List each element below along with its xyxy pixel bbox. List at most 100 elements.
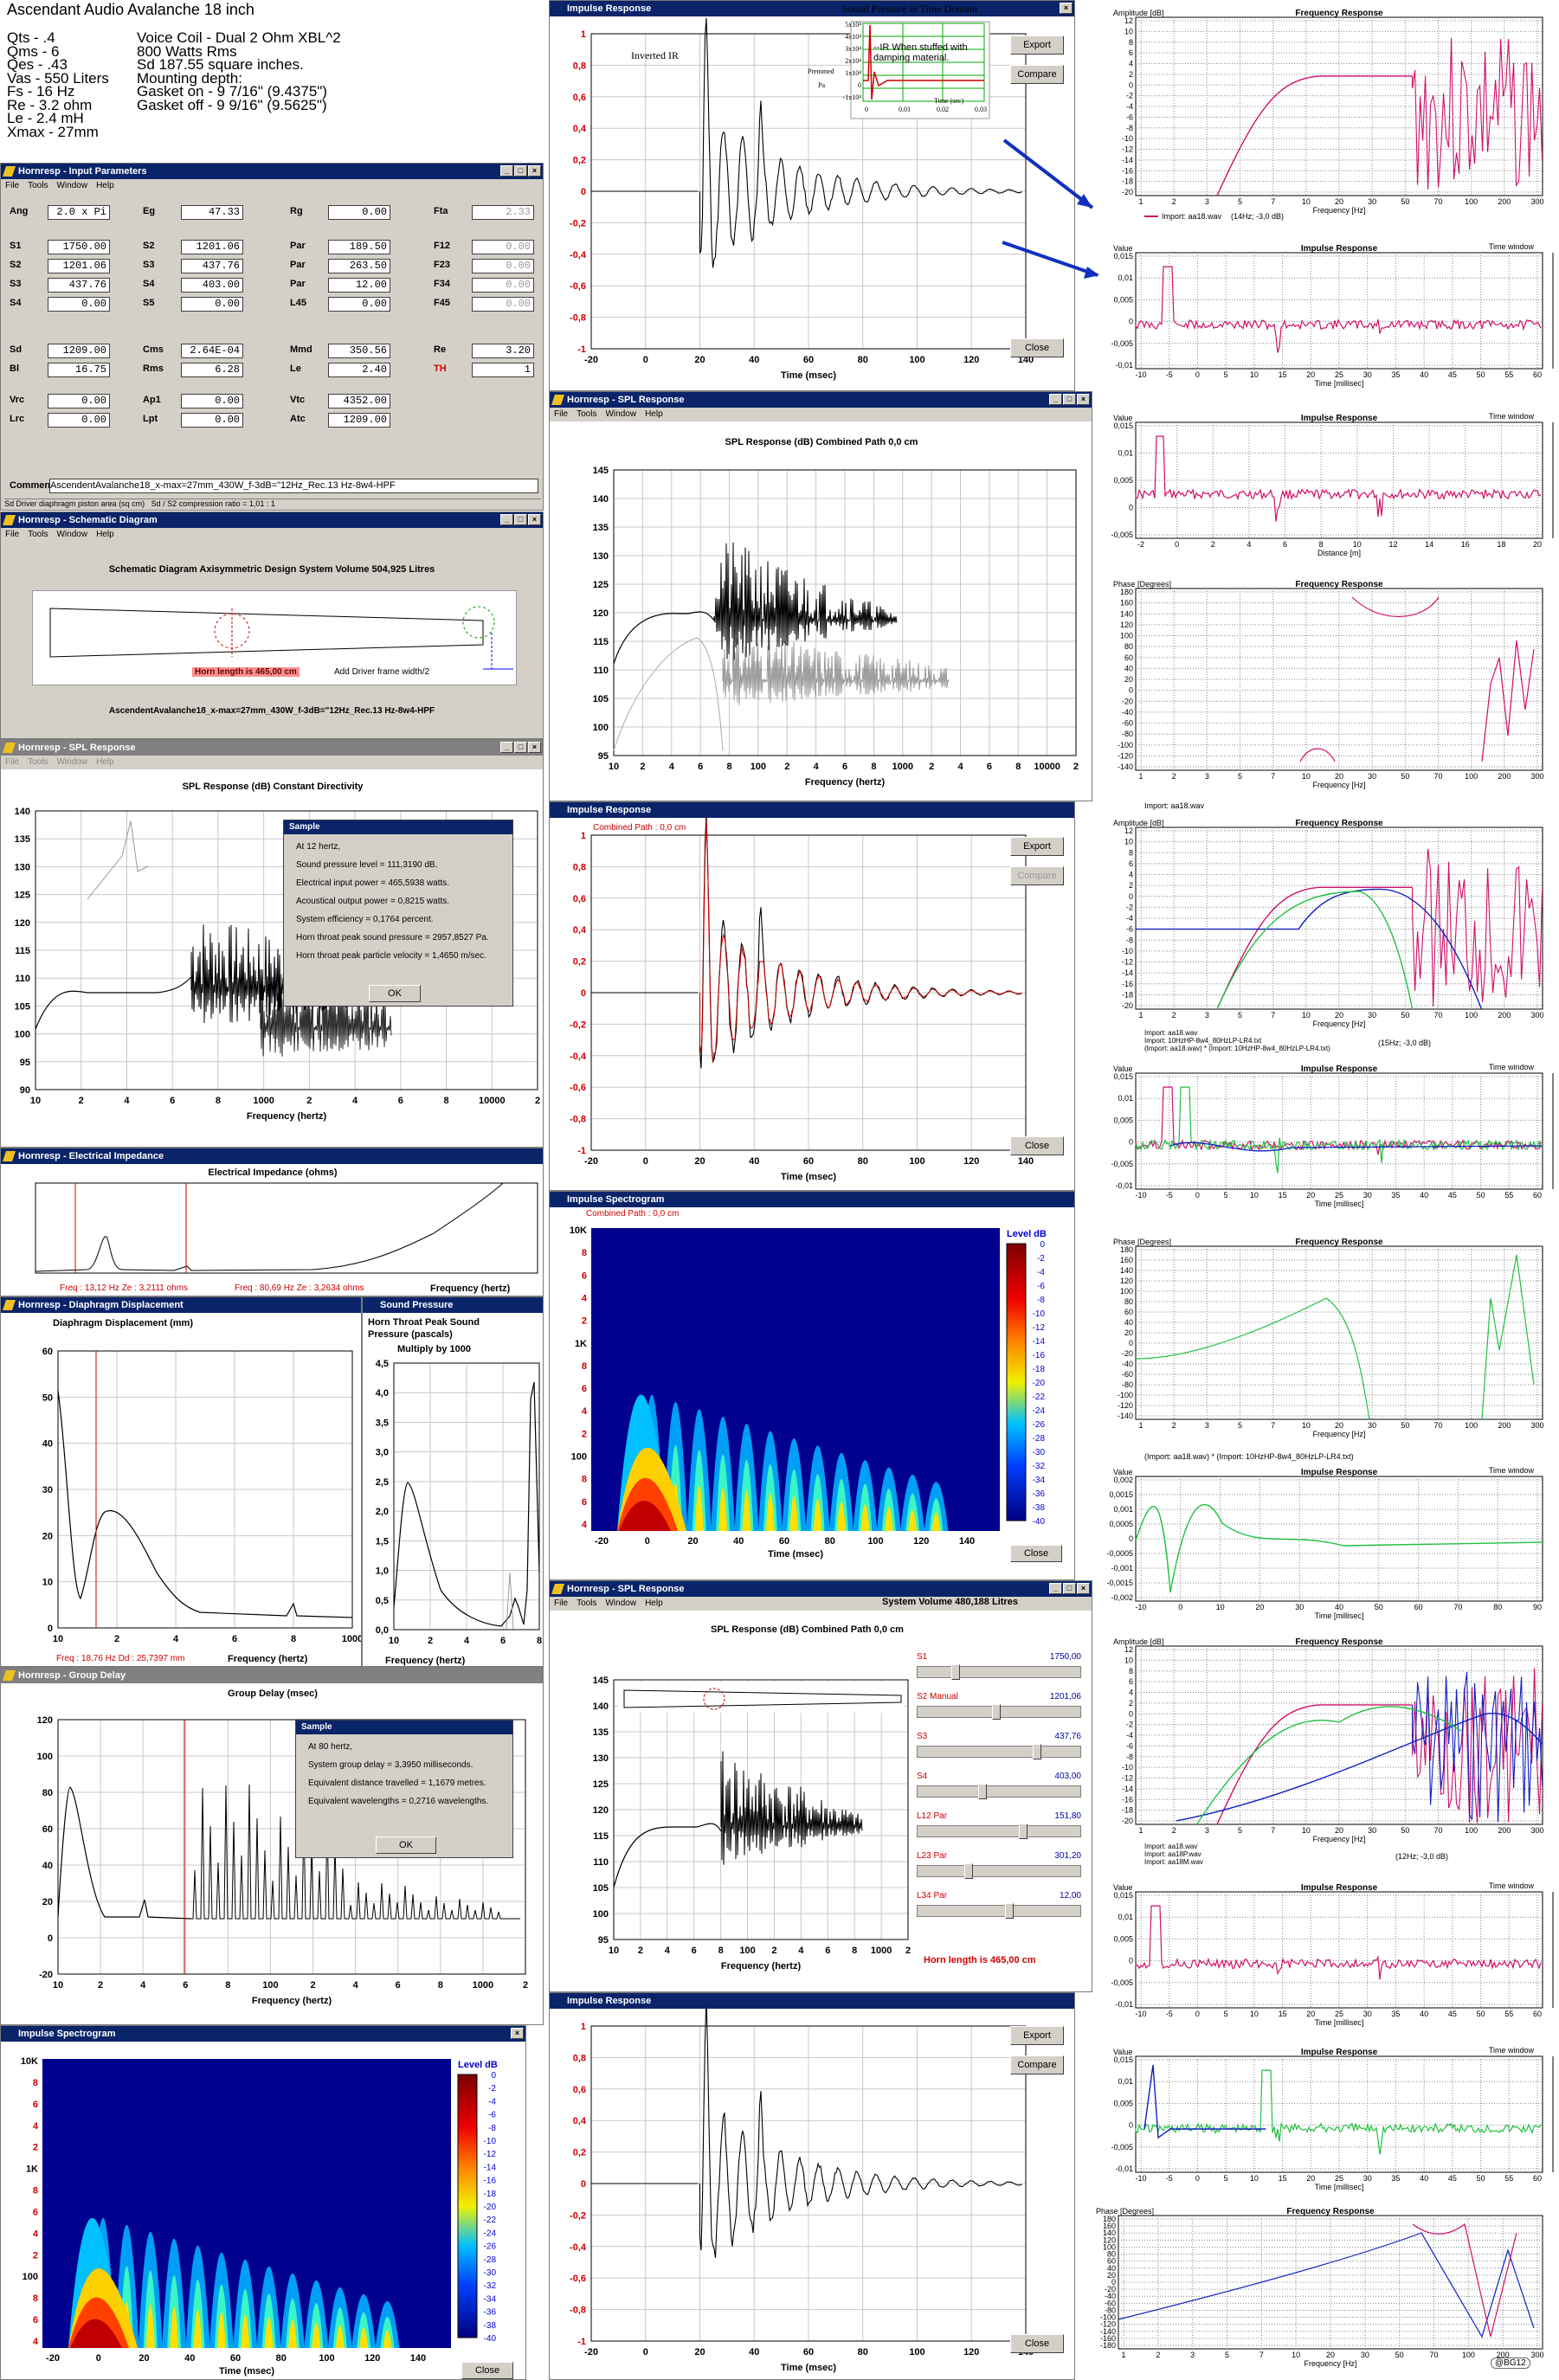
slider-thumb[interactable] <box>978 1784 987 1799</box>
x-tick-label: 55 <box>1504 370 1513 379</box>
param-field-s2[interactable]: 1201.06 <box>181 240 243 254</box>
x-axis-label: Frequency (hertz) <box>228 1654 308 1664</box>
minimize-button[interactable]: _ <box>500 165 513 177</box>
horn-preview-bg <box>619 1682 905 1713</box>
slider-thumb[interactable] <box>964 1863 973 1879</box>
param-field-le[interactable]: 2.40 <box>328 363 390 377</box>
close-button[interactable]: × <box>511 2028 524 2039</box>
menu-item[interactable]: Tools <box>28 181 48 190</box>
param-field-par[interactable]: 189.50 <box>328 240 390 254</box>
close-button[interactable]: Close <box>1010 1136 1064 1155</box>
close-button[interactable]: Close <box>461 2362 513 2379</box>
param-field-sd[interactable]: 1209.00 <box>48 344 110 358</box>
param-field-mmd[interactable]: 350.56 <box>328 344 390 358</box>
slider-track[interactable] <box>917 1865 1081 1877</box>
export-button[interactable]: Export <box>1010 2026 1064 2045</box>
compare-button[interactable]: Compare <box>1010 65 1064 84</box>
menu-item[interactable]: Help <box>645 409 663 419</box>
param-field-s4[interactable]: 403.00 <box>181 278 243 293</box>
legend-tick: -26 <box>1033 1420 1046 1430</box>
menu-item[interactable]: File <box>554 409 569 419</box>
param-field-lrc[interactable]: 0.00 <box>48 413 110 428</box>
param-field-ap1[interactable]: 0.00 <box>181 394 243 408</box>
maximize-button[interactable]: □ <box>1063 1583 1076 1594</box>
close-button[interactable]: Close <box>1010 2334 1064 2353</box>
slider-thumb[interactable] <box>1019 1824 1028 1839</box>
minimize-button[interactable]: _ <box>500 514 513 525</box>
menu-item[interactable]: Window <box>56 181 88 190</box>
close-button[interactable]: Close <box>1010 338 1064 357</box>
param-field-eg[interactable]: 47.33 <box>181 205 243 220</box>
maximize-button[interactable]: □ <box>514 514 527 525</box>
slider-track[interactable] <box>917 1785 1081 1798</box>
param-field-f23[interactable]: 0.00 <box>472 259 534 273</box>
ok-button[interactable]: OK <box>376 1836 436 1854</box>
maximize-button[interactable]: □ <box>514 742 527 753</box>
close-button[interactable]: × <box>1077 394 1090 405</box>
menu-item[interactable]: Window <box>605 1598 637 1608</box>
menu-item[interactable]: Tools <box>577 1598 597 1608</box>
param-field-l45[interactable]: 0.00 <box>328 297 390 312</box>
menu-item[interactable]: File <box>554 1598 569 1608</box>
chart-heading: SPL Response (dB) Combined Path 0,0 cm <box>725 437 918 447</box>
minimize-button[interactable]: _ <box>500 742 513 753</box>
param-field-f12[interactable]: 0.00 <box>472 240 534 254</box>
param-field-s3[interactable]: 437.76 <box>48 278 110 293</box>
param-field-th[interactable]: 1 <box>472 363 534 377</box>
close-button[interactable]: × <box>528 165 541 177</box>
slider-thumb[interactable] <box>951 1664 960 1680</box>
param-field-re[interactable]: 3.20 <box>472 344 534 358</box>
menu-item[interactable]: Window <box>605 409 637 419</box>
x-tick-label: 60 <box>1533 370 1542 379</box>
param-field-vrc[interactable]: 0.00 <box>48 394 110 408</box>
param-field-s5[interactable]: 0.00 <box>181 297 243 312</box>
slider-track[interactable] <box>917 1905 1081 1917</box>
param-field-s4[interactable]: 0.00 <box>48 297 110 312</box>
close-button[interactable]: × <box>528 742 541 753</box>
menu-item[interactable]: Help <box>645 1598 663 1608</box>
param-field-fta[interactable]: 2.33 <box>472 205 534 220</box>
param-field-rg[interactable]: 0.00 <box>328 205 390 220</box>
close-button[interactable]: × <box>1077 1583 1090 1594</box>
param-field-par[interactable]: 12.00 <box>328 278 390 293</box>
param-field-bl[interactable]: 16.75 <box>48 363 110 377</box>
menu-item[interactable]: Help <box>96 181 114 190</box>
minimize-button[interactable]: _ <box>1049 394 1062 405</box>
menu-item[interactable]: Tools <box>577 409 597 419</box>
export-button[interactable]: Export <box>1010 35 1064 55</box>
param-field-vtc[interactable]: 4352.00 <box>328 394 390 408</box>
close-button[interactable]: × <box>1060 3 1073 14</box>
maximize-button[interactable]: □ <box>514 165 527 177</box>
param-field-s1[interactable]: 1750.00 <box>48 240 110 254</box>
y-tick-label: 160 <box>1120 599 1133 608</box>
slider-track[interactable] <box>917 1746 1081 1758</box>
panel-title: Impulse Response <box>1301 1065 1378 1074</box>
comment-field[interactable]: AscendentAvalanche18_x-max=27mm_430W_f-3… <box>49 479 538 493</box>
ok-button[interactable]: OK <box>369 985 421 1002</box>
param-field-f34[interactable]: 0.00 <box>472 278 534 293</box>
param-field-s3[interactable]: 437.76 <box>181 259 243 273</box>
param-field-lpt[interactable]: 0.00 <box>181 413 243 428</box>
compare-button[interactable]: Compare <box>1010 866 1064 885</box>
param-label: Ang <box>10 206 29 216</box>
slider-thumb[interactable] <box>992 1704 1001 1720</box>
close-button[interactable]: Close <box>1010 1545 1062 1562</box>
slider-thumb[interactable] <box>1005 1903 1014 1919</box>
menu-item[interactable]: File <box>5 181 20 190</box>
param-field-ang[interactable]: 2.0 x Pi <box>48 205 110 220</box>
param-field-s2[interactable]: 1201.06 <box>48 259 110 273</box>
param-field-cms[interactable]: 2.64E-04 <box>181 344 243 358</box>
export-button[interactable]: Export <box>1010 837 1064 856</box>
param-field-f45[interactable]: 0.00 <box>472 297 534 312</box>
compare-button[interactable]: Compare <box>1010 2055 1064 2074</box>
param-field-par[interactable]: 263.50 <box>328 259 390 273</box>
slider-track[interactable] <box>917 1666 1081 1678</box>
param-field-rms[interactable]: 6.28 <box>181 363 243 377</box>
slider-thumb[interactable] <box>1033 1744 1041 1759</box>
minimize-button[interactable]: _ <box>1049 1583 1062 1594</box>
param-field-atc[interactable]: 1209.00 <box>328 413 390 428</box>
slider-track[interactable] <box>917 1825 1081 1837</box>
y-tick-label: 0,005 <box>1113 1116 1133 1124</box>
maximize-button[interactable]: □ <box>1063 394 1076 405</box>
close-button[interactable]: × <box>528 514 541 525</box>
